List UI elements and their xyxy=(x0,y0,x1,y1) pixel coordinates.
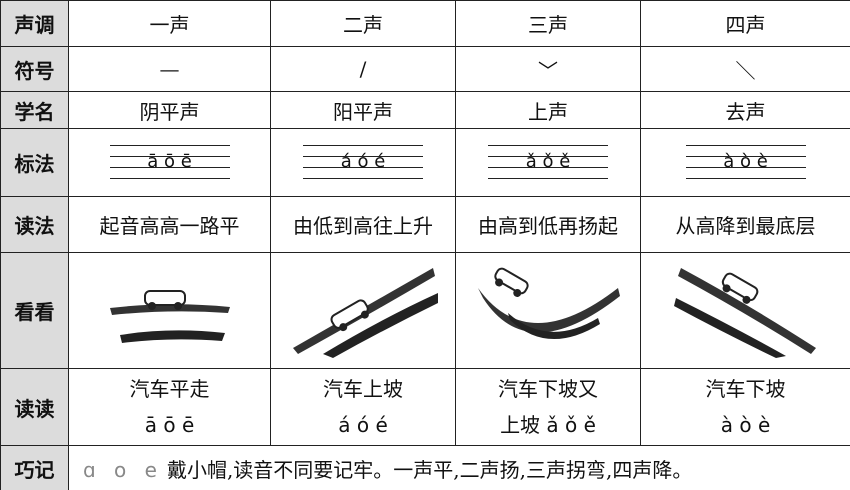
car-illustration xyxy=(68,252,271,369)
row-reading: 读法 起音高高一路平 由低到高往上升 由高到低再扬起 从高降到最底层 xyxy=(0,196,850,253)
staff-line xyxy=(109,166,230,168)
cell-symbol: / xyxy=(270,46,456,92)
cell-reading: 起音高高一路平 xyxy=(68,196,271,253)
cell-name: 阳平声 xyxy=(270,91,456,129)
row-label: 读法 xyxy=(0,196,69,253)
staff-line xyxy=(685,177,806,179)
tone-marking: à ò è xyxy=(640,128,850,197)
staff-line xyxy=(303,177,423,179)
practice-cell: 汽车下坡又上坡 ǎ ǒ ě xyxy=(455,368,641,446)
staff-line xyxy=(685,155,806,157)
tone-marking: á ó é xyxy=(270,128,456,197)
marked-vowels: á ó é xyxy=(340,150,386,172)
cell-reading: 从高降到最底层 xyxy=(640,196,850,253)
row-label: 读读 xyxy=(0,368,69,446)
practice-line: 汽车下坡 xyxy=(705,377,786,401)
practice-cell: 汽车下坡 à ò è xyxy=(640,368,850,446)
cell-name: 上声 xyxy=(455,91,641,129)
staff-line xyxy=(109,177,230,179)
row-look: 看看 xyxy=(0,252,850,369)
row-practice: 读读 汽车平走 ā ō ē 汽车上坡 á ó é 汽车下坡又上坡 ǎ ǒ ě 汽车下坡 à ò… xyxy=(0,368,850,446)
row-symbol: 符号 — / ﹀ ＼ xyxy=(0,46,850,92)
four-line-staff: ā ō ē xyxy=(109,143,230,183)
row-label: 符号 xyxy=(0,46,69,92)
practice-line: 汽车平走 xyxy=(129,377,210,401)
cell-name: 阴平声 xyxy=(68,91,271,129)
practice-cell: 汽车上坡 á ó é xyxy=(270,368,456,446)
row-header: 声调 一声 二声 三声 四声 xyxy=(0,0,850,47)
staff-line xyxy=(303,155,423,157)
cell-symbol: ﹀ xyxy=(455,46,641,92)
marked-vowels: ā ō ē xyxy=(147,150,192,172)
staff-line xyxy=(488,177,608,179)
row-label: 巧记 xyxy=(0,445,69,490)
cell-header: 四声 xyxy=(640,0,850,47)
car-illustration xyxy=(455,252,641,369)
memo-letters: ɑ o e xyxy=(83,457,163,482)
four-line-staff: ǎ ǒ ě xyxy=(488,143,608,183)
cell-symbol: ＼ xyxy=(640,46,850,92)
practice-line: 上坡 ǎ ǒ ě xyxy=(500,413,596,437)
cell-header: 一声 xyxy=(68,0,271,47)
marked-vowels: ǎ ǒ ě xyxy=(525,150,571,172)
tone-marking: ā ō ē xyxy=(68,128,271,197)
cell-reading: 由低到高往上升 xyxy=(270,196,456,253)
tone-marking: ǎ ǒ ě xyxy=(455,128,641,197)
row-label: 标法 xyxy=(0,128,69,197)
staff-line xyxy=(109,155,230,157)
practice-cell: 汽车平走 ā ō ē xyxy=(68,368,271,446)
memo-cell: ɑ o e 戴小帽,读音不同要记牢。一声平,二声扬,三声拐弯,四声降。 xyxy=(68,445,850,490)
row-label: 学名 xyxy=(0,91,69,129)
staff-line xyxy=(685,144,806,146)
cell-reading: 由高到低再扬起 xyxy=(455,196,641,253)
four-line-staff: á ó é xyxy=(303,143,423,183)
practice-line: 汽车上坡 xyxy=(323,377,403,401)
row-memo: 巧记 ɑ o e 戴小帽,读音不同要记牢。一声平,二声扬,三声拐弯,四声降。 xyxy=(0,445,850,490)
staff-line xyxy=(488,166,608,168)
staff-line xyxy=(685,166,806,168)
staff-line xyxy=(488,155,608,157)
staff-line xyxy=(303,144,423,146)
practice-line: à ò è xyxy=(720,413,771,437)
practice-line: 汽车下坡又 xyxy=(498,377,598,401)
staff-line xyxy=(488,144,608,146)
practice-line: á ó é xyxy=(338,413,388,437)
car-illustration xyxy=(270,252,456,369)
car-illustration xyxy=(640,252,850,369)
row-name: 学名 阴平声 阳平声 上声 去声 xyxy=(0,91,850,129)
marked-vowels: à ò è xyxy=(723,150,768,172)
cell-header: 三声 xyxy=(455,0,641,47)
staff-line xyxy=(109,144,230,146)
row-label: 看看 xyxy=(0,252,69,369)
cell-header: 二声 xyxy=(270,0,456,47)
four-line-staff: à ò è xyxy=(685,143,806,183)
row-marking: 标法 ā ō ē á ó é ǎ ǒ ě à ò è xyxy=(0,128,850,197)
practice-line: ā ō ē xyxy=(144,413,195,437)
staff-line xyxy=(303,166,423,168)
cell-name: 去声 xyxy=(640,91,850,129)
cell-symbol: — xyxy=(68,46,271,92)
memo-text: 戴小帽,读音不同要记牢。一声平,二声扬,三声拐弯,四声降。 xyxy=(166,457,693,482)
row-label: 声调 xyxy=(0,0,69,47)
